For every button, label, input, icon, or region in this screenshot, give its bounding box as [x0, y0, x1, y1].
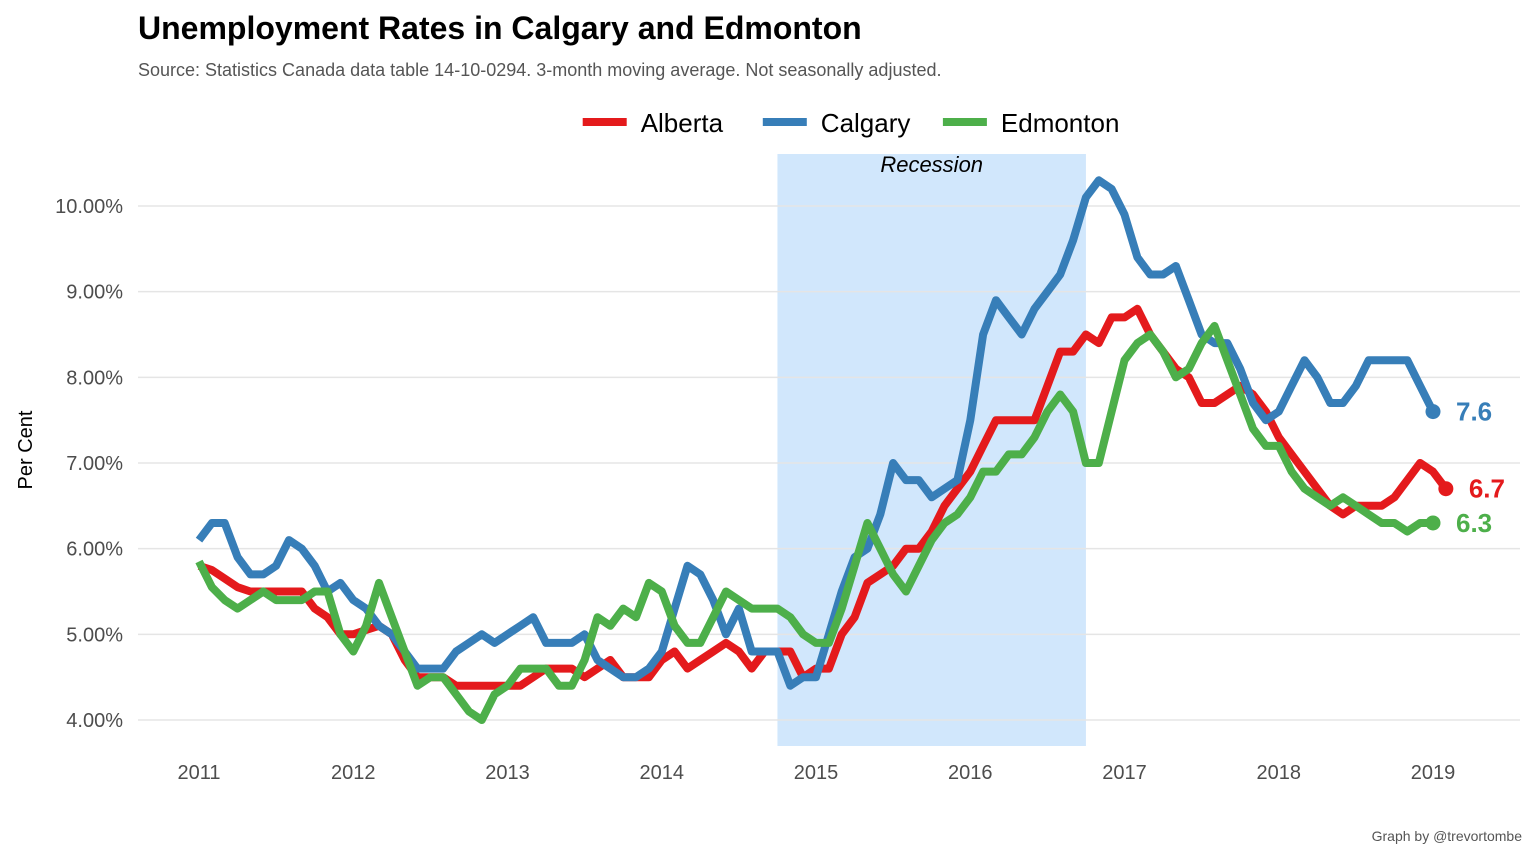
y-tick-label: 7.00%	[66, 453, 123, 475]
legend-label-edmonton: Edmonton	[1001, 108, 1120, 138]
y-tick-label: 9.00%	[66, 282, 123, 304]
y-tick-label: 4.00%	[66, 710, 123, 732]
series-lines	[195, 176, 1454, 724]
x-tick-label: 2014	[640, 762, 685, 784]
end-label-calgary: 7.6	[1456, 397, 1492, 427]
x-tick-label: 2013	[485, 762, 530, 784]
y-tick-label: 10.00%	[55, 196, 123, 218]
y-tick-label: 6.00%	[66, 539, 123, 561]
legend-label-calgary: Calgary	[821, 108, 911, 138]
gridlines	[138, 205, 1520, 721]
chart-title: Unemployment Rates in Calgary and Edmont…	[138, 10, 862, 46]
x-tick-label: 2017	[1102, 762, 1147, 784]
legend: Alberta Calgary Edmonton	[582, 108, 1120, 138]
x-tick-label: 2015	[794, 762, 839, 784]
end-label-edmonton: 6.3	[1456, 508, 1492, 538]
y-tick-label: 5.00%	[66, 624, 123, 646]
series-endpoint-alberta	[1438, 481, 1454, 497]
x-tick-label: 2012	[331, 762, 376, 784]
x-axis-ticks: 2011 2012 2013 2014 2015 2016 2017 2018 2019	[177, 762, 1455, 784]
recession-label: Recession	[880, 152, 983, 177]
chart-subtitle: Source: Statistics Canada data table 14-…	[138, 60, 942, 80]
legend-label-alberta: Alberta	[641, 108, 724, 138]
x-tick-label: 2019	[1411, 762, 1456, 784]
end-labels: 6.7 7.6 6.3	[1456, 397, 1505, 538]
end-label-alberta: 6.7	[1469, 474, 1505, 504]
x-tick-label: 2016	[948, 762, 993, 784]
chart-caption: Graph by @trevortombe	[1371, 828, 1522, 844]
x-tick-label: 2011	[177, 762, 220, 784]
y-axis-ticks: 4.00% 5.00% 6.00% 7.00% 8.00% 9.00% 10.00%	[55, 196, 123, 732]
x-tick-label: 2018	[1257, 762, 1302, 784]
series-endpoint-edmonton	[1425, 515, 1441, 531]
series-endpoint-calgary	[1425, 404, 1441, 420]
series-line-edmonton	[195, 321, 1433, 724]
y-tick-label: 8.00%	[66, 367, 123, 389]
y-axis-label: Per Cent	[15, 410, 37, 489]
